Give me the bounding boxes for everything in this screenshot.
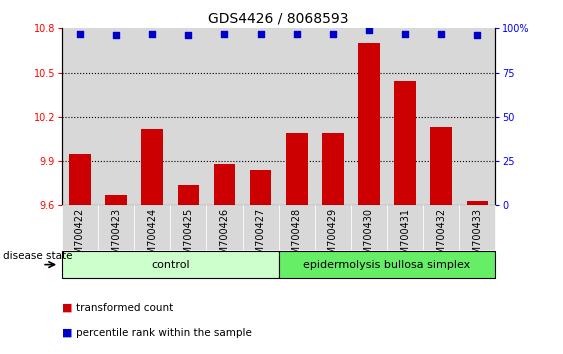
Text: GSM700424: GSM700424 bbox=[148, 207, 157, 267]
Bar bbox=[177, 185, 199, 205]
Bar bbox=[171, 205, 207, 250]
Text: ■: ■ bbox=[62, 328, 76, 338]
Text: GSM700431: GSM700431 bbox=[400, 207, 410, 267]
Bar bbox=[62, 251, 279, 278]
Bar bbox=[243, 205, 279, 250]
Text: GSM700423: GSM700423 bbox=[111, 207, 121, 267]
Text: GSM700432: GSM700432 bbox=[436, 207, 446, 267]
Bar bbox=[431, 127, 452, 205]
Bar bbox=[423, 205, 459, 250]
Point bbox=[292, 31, 301, 36]
Text: epidermolysis bullosa simplex: epidermolysis bullosa simplex bbox=[303, 259, 471, 270]
Bar bbox=[98, 205, 134, 250]
Text: GSM700425: GSM700425 bbox=[184, 207, 193, 267]
Point bbox=[473, 33, 482, 38]
Point bbox=[75, 31, 84, 36]
Text: GSM700422: GSM700422 bbox=[75, 207, 85, 267]
Point bbox=[148, 31, 157, 36]
Bar bbox=[279, 251, 495, 278]
Point bbox=[437, 31, 446, 36]
Point bbox=[111, 33, 120, 38]
Bar bbox=[467, 201, 488, 205]
Bar bbox=[69, 154, 91, 205]
Bar bbox=[134, 205, 171, 250]
Text: percentile rank within the sample: percentile rank within the sample bbox=[76, 328, 252, 338]
Text: GSM700428: GSM700428 bbox=[292, 207, 302, 267]
Bar bbox=[387, 205, 423, 250]
Text: GSM700430: GSM700430 bbox=[364, 207, 374, 267]
Bar bbox=[250, 170, 271, 205]
Point bbox=[256, 31, 265, 36]
Bar bbox=[62, 205, 98, 250]
Point bbox=[220, 31, 229, 36]
Bar bbox=[322, 133, 343, 205]
Text: transformed count: transformed count bbox=[76, 303, 173, 313]
Bar bbox=[286, 133, 307, 205]
Point bbox=[328, 31, 337, 36]
Bar bbox=[394, 81, 416, 205]
Bar bbox=[351, 205, 387, 250]
Text: disease state: disease state bbox=[3, 251, 72, 261]
Bar bbox=[207, 205, 243, 250]
Point bbox=[401, 31, 410, 36]
Bar bbox=[279, 205, 315, 250]
Bar bbox=[141, 129, 163, 205]
Point bbox=[184, 33, 193, 38]
Bar bbox=[358, 43, 380, 205]
Text: GSM700433: GSM700433 bbox=[472, 207, 482, 267]
Bar bbox=[315, 205, 351, 250]
Bar bbox=[214, 164, 235, 205]
Text: GSM700426: GSM700426 bbox=[220, 207, 230, 267]
Point bbox=[364, 27, 373, 33]
Bar bbox=[459, 205, 495, 250]
Text: control: control bbox=[151, 259, 190, 270]
Text: GSM700429: GSM700429 bbox=[328, 207, 338, 267]
Title: GDS4426 / 8068593: GDS4426 / 8068593 bbox=[208, 12, 349, 26]
Text: GSM700427: GSM700427 bbox=[256, 207, 266, 267]
Text: ■: ■ bbox=[62, 303, 76, 313]
Bar bbox=[105, 195, 127, 205]
